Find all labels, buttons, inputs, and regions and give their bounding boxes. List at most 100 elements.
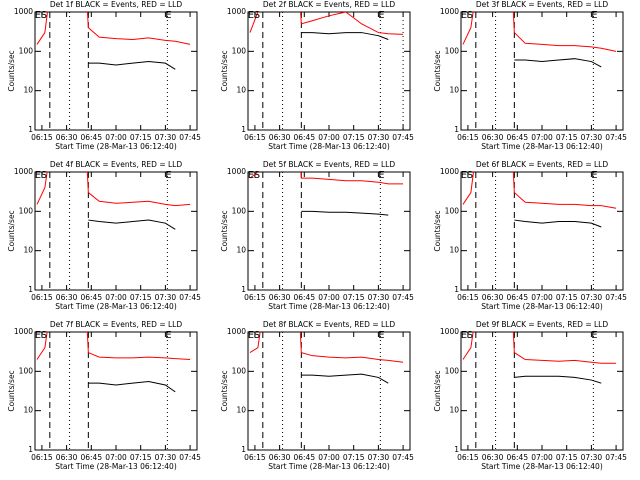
x-tick-label: 07:30 [368,453,390,462]
x-tick-label: 06:15 [244,293,266,302]
x-tick-label: 06:45 [293,133,315,142]
y-axis-label: Counts/sec [220,370,229,411]
x-tick-label: 07:30 [155,293,177,302]
y-tick-label: 10 [449,406,459,415]
y-tick-label: 1 [454,445,459,454]
x-tick-label: 06:30 [482,293,504,302]
annotation: E [378,170,384,181]
annotation: S [41,330,47,341]
y-axis-label: Counts/sec [7,210,16,251]
x-tick-label: 06:15 [31,133,53,142]
y-tick-label: 1 [28,285,33,294]
panel-title: Det 4f BLACK = Events, RED = LLD [50,160,183,169]
annotation: E [165,10,171,21]
y-tick-label: 1 [241,445,246,454]
annotation: S [41,10,47,21]
plot-frame [460,171,624,291]
x-tick-label: 06:30 [56,133,78,142]
annotation: E [165,330,171,341]
annotation: E [461,170,467,181]
x-tick-label: 06:30 [482,133,504,142]
x-tick-label: 07:45 [605,453,627,462]
annotation: E [378,10,384,21]
y-tick-label: 10 [236,86,246,95]
x-tick-label: 07:30 [581,133,603,142]
plot-area [36,332,191,450]
plot-area [249,172,404,290]
y-tick-label: 100 [445,46,460,55]
x-tick-label: 06:15 [244,453,266,462]
x-axis-label: Start Time (28-Mar-13 06:12:40) [268,462,390,471]
x-tick-label: 06:15 [457,133,479,142]
y-tick-label: 1 [28,445,33,454]
x-tick-label: 07:00 [318,293,340,302]
x-tick-label: 07:45 [392,453,414,462]
y-tick-label: 10 [236,406,246,415]
x-tick-label: 07:30 [155,453,177,462]
y-tick-label: 100 [232,46,247,55]
x-tick-label: 07:00 [105,293,127,302]
x-tick-label: 07:15 [343,453,365,462]
x-tick-label: 07:00 [105,133,127,142]
series-line [249,12,404,35]
annotation: E [35,170,41,181]
x-tick-label: 07:45 [605,133,627,142]
annotation: E [248,170,254,181]
plot-frame [247,331,411,451]
panel-title: Det 5f BLACK = Events, RED = LLD [263,160,396,169]
annotation: E [378,330,384,341]
x-axis-label: Start Time (28-Mar-13 06:12:40) [481,302,603,311]
plot-frame [460,11,624,131]
annotation: E [165,170,171,181]
y-tick-label: 10 [236,246,246,255]
plot-frame [34,331,198,451]
x-tick-label: 07:30 [368,293,390,302]
x-tick-label: 06:15 [31,453,53,462]
x-tick-label: 07:00 [531,453,553,462]
annotation: E [591,10,597,21]
x-tick-label: 07:15 [556,453,578,462]
x-tick-label: 06:45 [506,133,528,142]
plot-frame [460,331,624,451]
x-tick-label: 07:00 [318,453,340,462]
y-tick-label: 1000 [14,167,33,176]
y-tick-label: 100 [19,366,34,375]
y-tick-label: 1 [28,125,33,134]
y-tick-label: 100 [445,206,460,215]
y-axis-label: Counts/sec [220,50,229,91]
series-line [36,332,191,360]
x-tick-label: 06:15 [457,293,479,302]
y-tick-label: 1 [241,285,246,294]
plot-area [462,12,617,130]
x-tick-label: 07:45 [179,133,201,142]
x-tick-label: 07:30 [581,453,603,462]
plot-area [249,332,404,450]
annotation: E [591,170,597,181]
annotation: E [461,10,467,21]
annotation: S [467,10,473,21]
x-tick-label: 07:45 [179,293,201,302]
annotation: S [467,170,473,181]
x-tick-label: 06:30 [269,133,291,142]
x-tick-label: 07:15 [130,453,152,462]
series-line [36,12,191,45]
x-tick-label: 06:30 [269,293,291,302]
x-tick-label: 06:30 [56,293,78,302]
plot-area [462,172,617,290]
y-axis-label: Counts/sec [7,370,16,411]
x-tick-label: 07:45 [392,293,414,302]
panel: Det 5f BLACK = Events, RED = LLD Start Ti… [220,160,414,311]
x-tick-label: 07:30 [155,133,177,142]
x-tick-label: 07:15 [130,293,152,302]
x-tick-label: 06:45 [293,453,315,462]
y-tick-label: 1000 [440,327,459,336]
annotation: E [35,330,41,341]
y-tick-label: 100 [445,366,460,375]
y-tick-label: 1000 [227,167,246,176]
x-tick-label: 06:45 [293,293,315,302]
x-tick-label: 07:00 [318,133,340,142]
x-tick-label: 06:15 [31,293,53,302]
annotation: S [41,170,47,181]
x-tick-label: 06:15 [244,133,266,142]
